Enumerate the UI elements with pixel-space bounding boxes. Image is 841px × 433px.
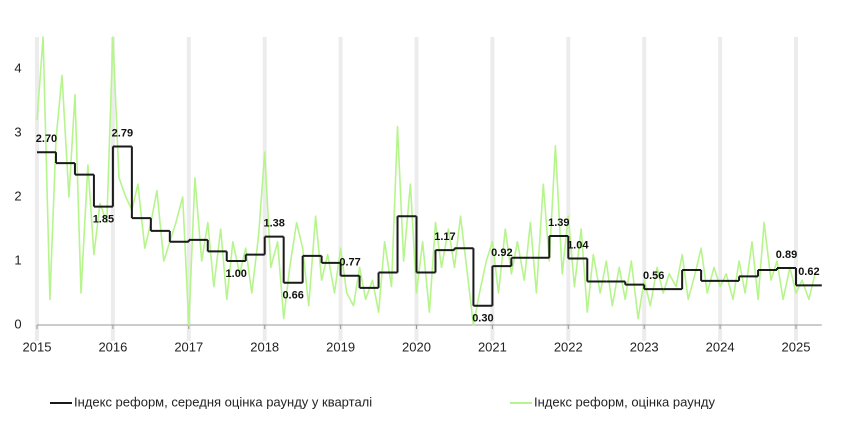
x-tick-label: 2017 — [174, 339, 203, 354]
data-label: 1.85 — [93, 214, 114, 226]
data-label: 0.77 — [339, 257, 360, 269]
data-label: 2.79 — [112, 127, 133, 139]
data-label: 1.17 — [434, 231, 455, 243]
series-line — [36, 36, 816, 326]
legend-label: Індекс реформ, оцінка раунду — [534, 394, 715, 409]
x-tick-label: 2016 — [98, 339, 127, 354]
y-tick-label: 0 — [14, 316, 21, 331]
data-label: 1.00 — [226, 268, 247, 280]
x-tick-label: 2025 — [782, 339, 811, 354]
data-label: 0.62 — [798, 266, 819, 278]
y-tick-label: 2 — [14, 188, 21, 203]
x-tick-label: 2021 — [478, 339, 507, 354]
legend-label: Індекс реформ, середня оцінка раунду у к… — [74, 394, 372, 409]
y-tick-label: 1 — [14, 252, 21, 267]
x-tick-label: 2024 — [706, 339, 735, 354]
x-tick-label: 2019 — [326, 339, 355, 354]
data-label: 0.56 — [643, 270, 664, 282]
y-tick-label: 3 — [14, 124, 21, 139]
y-tick-label: 4 — [14, 60, 21, 75]
data-label: 0.92 — [491, 247, 512, 259]
data-label: 2.70 — [36, 133, 57, 145]
data-label: 0.66 — [282, 290, 303, 302]
x-tick-label: 2022 — [554, 339, 583, 354]
data-label: 0.30 — [472, 313, 493, 325]
data-label: 1.04 — [567, 239, 589, 251]
x-tick-label: 2020 — [402, 339, 431, 354]
x-tick-label: 2015 — [23, 339, 52, 354]
x-tick-label: 2018 — [250, 339, 279, 354]
x-tick-label: 2023 — [630, 339, 659, 354]
data-label: 1.39 — [548, 217, 569, 229]
data-label: 0.89 — [776, 249, 797, 261]
data-label: 1.38 — [263, 218, 284, 230]
